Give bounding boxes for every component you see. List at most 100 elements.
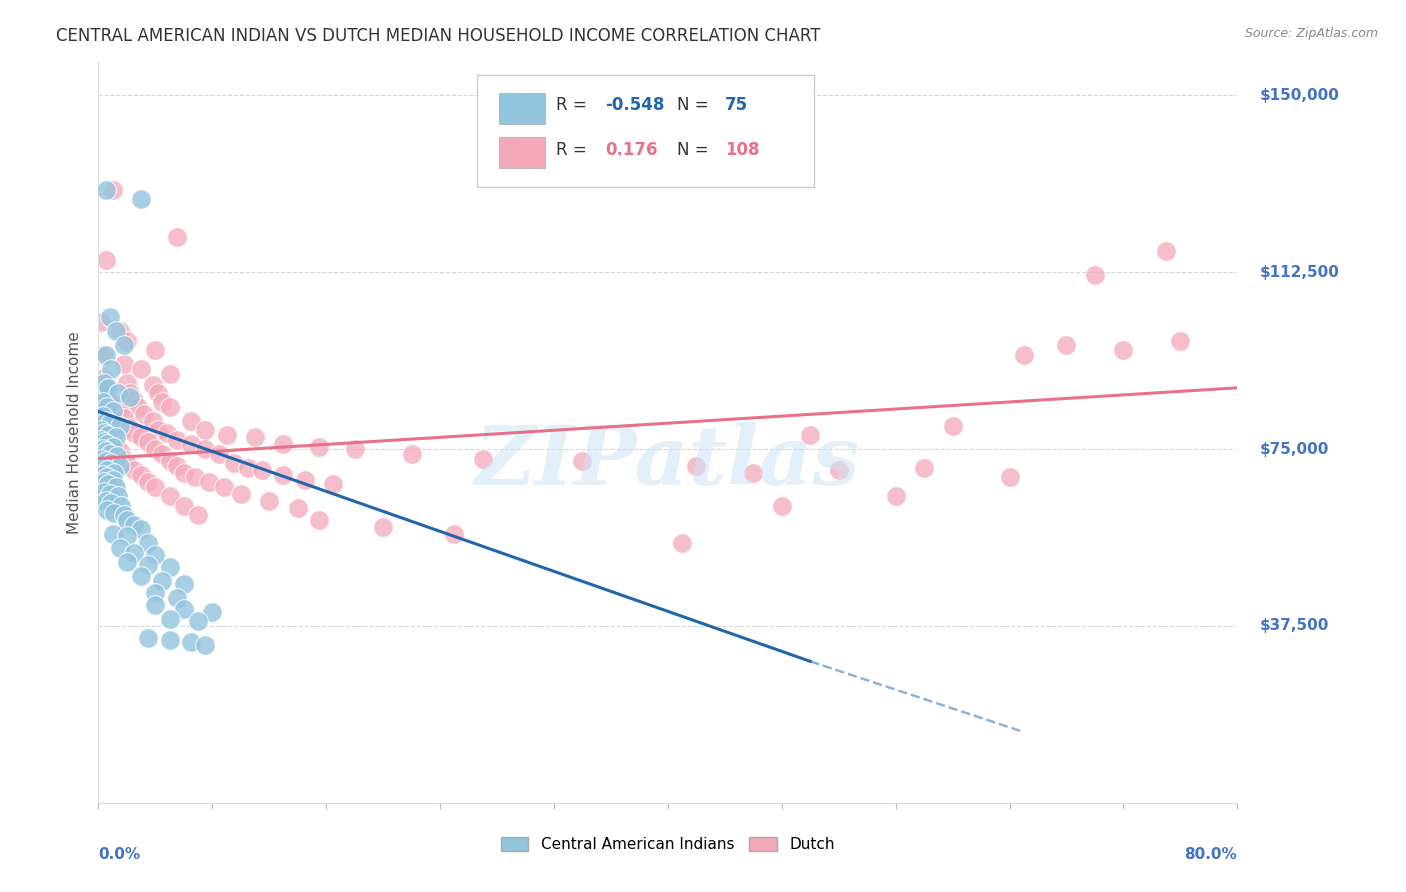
Point (96, 437, 118, 451)
Point (180, 414, 202, 428)
Point (1012, 348, 1035, 362)
Y-axis label: Median Household Income: Median Household Income (67, 331, 83, 534)
Point (122, 517, 145, 532)
Point (136, 475, 159, 490)
Point (107, 489, 129, 503)
Point (129, 569, 152, 583)
Point (108, 404, 131, 418)
Point (145, 442, 167, 457)
Point (215, 428, 238, 442)
Point (100, 456, 122, 470)
Point (294, 473, 316, 487)
Point (127, 400, 149, 414)
Point (101, 473, 124, 487)
Point (98, 416, 121, 430)
Point (685, 458, 707, 473)
Text: 75: 75 (725, 95, 748, 113)
Point (187, 614, 209, 628)
Point (1154, 244, 1177, 258)
Point (108, 444, 131, 458)
Point (97, 428, 120, 442)
Point (104, 480, 127, 494)
Point (96, 423, 118, 437)
Point (159, 489, 181, 503)
Point (108, 418, 131, 433)
Point (94, 454, 117, 468)
Point (343, 442, 366, 457)
Point (118, 385, 141, 400)
Point (98, 428, 121, 442)
Point (148, 423, 170, 437)
Point (141, 378, 163, 392)
Point (912, 461, 935, 475)
Point (136, 558, 159, 572)
Point (101, 404, 124, 418)
Point (90, 433, 112, 447)
Text: 0.0%: 0.0% (98, 847, 141, 863)
Point (187, 508, 209, 523)
Point (96, 400, 118, 414)
Text: $112,500: $112,500 (1260, 265, 1340, 280)
Point (129, 362, 152, 376)
Point (97, 381, 120, 395)
Point (173, 466, 195, 480)
Point (152, 574, 174, 589)
Point (173, 602, 195, 616)
Point (93, 409, 115, 423)
Point (173, 499, 195, 513)
Point (201, 605, 224, 619)
Point (152, 447, 174, 461)
Point (97, 477, 120, 491)
Point (145, 586, 167, 600)
Text: Source: ZipAtlas.com: Source: ZipAtlas.com (1244, 27, 1378, 40)
Point (94, 253, 117, 268)
Point (799, 428, 821, 442)
Point (471, 451, 494, 466)
Point (159, 367, 181, 381)
FancyBboxPatch shape (477, 75, 814, 186)
Point (136, 435, 159, 450)
Point (112, 411, 135, 425)
Point (129, 430, 152, 444)
Point (115, 334, 138, 348)
Point (94, 494, 117, 508)
Point (103, 466, 125, 480)
Point (129, 192, 152, 206)
Point (93, 371, 115, 385)
Point (136, 631, 159, 645)
Point (259, 494, 281, 508)
Point (104, 430, 127, 444)
Point (93, 475, 115, 490)
Point (1112, 343, 1135, 357)
Point (94, 381, 117, 395)
Point (122, 463, 145, 477)
Point (145, 548, 167, 562)
Point (145, 343, 167, 357)
Point (208, 447, 231, 461)
Bar (499, 137, 546, 169)
Point (250, 463, 273, 477)
Point (108, 324, 131, 338)
Point (884, 489, 907, 503)
Point (1056, 338, 1078, 352)
Text: 0.176: 0.176 (605, 141, 658, 159)
Point (96, 463, 118, 477)
Point (194, 423, 217, 437)
Point (93, 435, 115, 450)
Point (273, 437, 295, 451)
Point (108, 541, 131, 556)
Point (166, 458, 188, 473)
Point (91, 409, 114, 423)
Point (110, 499, 132, 513)
Point (101, 440, 124, 454)
Point (93, 376, 115, 390)
Point (401, 447, 423, 461)
Point (373, 520, 395, 534)
Point (184, 470, 207, 484)
Point (112, 508, 135, 523)
Point (98, 487, 121, 501)
Point (93, 484, 115, 499)
Point (229, 487, 252, 501)
Point (91, 442, 114, 457)
Point (90, 451, 112, 466)
